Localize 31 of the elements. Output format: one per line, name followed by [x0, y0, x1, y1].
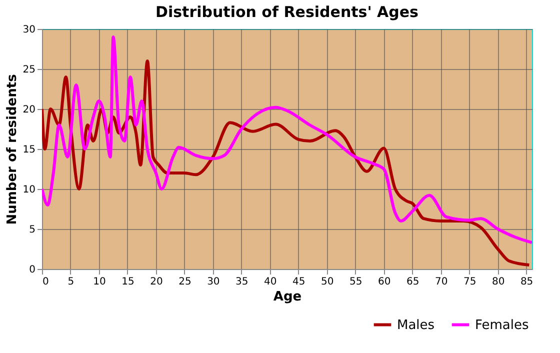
x-tick-label: 15 [122, 276, 134, 288]
x-tick-label: 20 [150, 276, 163, 288]
x-tick-label: 40 [264, 276, 277, 288]
y-axis-title: Number of residents [4, 74, 20, 225]
y-tick-label: 10 [22, 184, 36, 196]
y-tick-label: 30 [22, 24, 36, 36]
x-tick-label: 55 [350, 276, 362, 288]
x-tick-label: 80 [492, 276, 505, 288]
x-tick-label: 75 [463, 276, 476, 288]
x-tick-label: 85 [520, 276, 534, 288]
y-tick-label: 15 [22, 144, 36, 156]
x-axis-title: Age [273, 290, 302, 304]
x-tick-label: 0 [42, 276, 49, 288]
x-tick-label: 30 [207, 276, 220, 288]
x-tick-label: 70 [434, 276, 448, 288]
legend-label: Females [475, 318, 530, 333]
x-tick-label: 60 [378, 276, 391, 288]
x-tick-label: 25 [178, 276, 192, 288]
y-tick-label: 20 [22, 104, 36, 116]
legend-label: Males [397, 318, 435, 333]
line-series [42, 36, 532, 244]
chart-title: Distribution of Residents' Ages [156, 3, 419, 21]
x-tick-label: 45 [292, 276, 306, 288]
y-tick-label: 0 [29, 264, 36, 276]
x-tick-label: 10 [93, 276, 106, 288]
x-tick-label: 35 [236, 276, 248, 288]
x-tick-label: 5 [68, 276, 74, 288]
x-tick-label: 50 [321, 276, 334, 288]
y-tick-label: 5 [29, 224, 36, 236]
y-tick-label: 25 [22, 64, 36, 76]
x-tick-label: 65 [406, 276, 420, 288]
